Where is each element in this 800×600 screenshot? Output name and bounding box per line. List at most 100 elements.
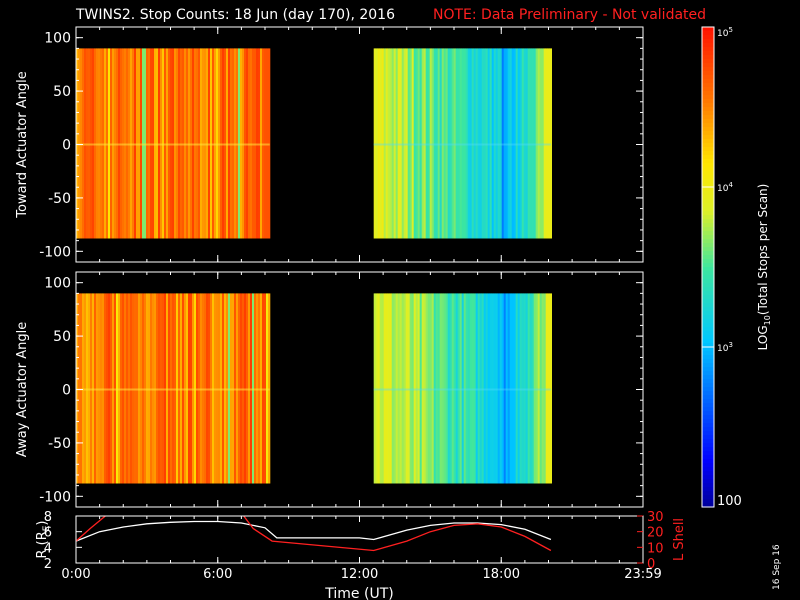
toward-stripe	[78, 48, 81, 239]
toward-stripe	[415, 48, 418, 239]
away-stripe	[501, 293, 504, 484]
away-stripe	[228, 293, 231, 484]
away-stripe	[204, 293, 207, 484]
away-stripe	[136, 293, 139, 484]
away-stripe	[495, 293, 498, 484]
away-stripe	[168, 293, 171, 484]
colorbar-cell	[702, 47, 714, 52]
toward-stripe	[413, 48, 416, 239]
toward-stripe	[156, 48, 159, 239]
toward-stripe	[94, 48, 97, 239]
away-stripe	[499, 293, 502, 484]
colorbar-cell	[702, 379, 714, 384]
toward-stripe	[421, 48, 424, 239]
colorbar-cell	[702, 235, 714, 240]
colorbar-cell	[702, 287, 714, 292]
toward-stripe	[505, 48, 508, 239]
away-ytick-label: 100	[44, 276, 71, 292]
orbit-xtick-label: 18:00	[483, 567, 520, 582]
orbit-ytick-right-label: 0	[647, 557, 655, 572]
colorbar-cell	[702, 407, 714, 412]
colorbar-cell	[702, 467, 714, 472]
colorbar-cell	[702, 383, 714, 388]
colorbar-cell	[702, 367, 714, 372]
toward-stripe	[499, 48, 502, 239]
away-stripe	[138, 293, 141, 484]
toward-stripe	[106, 48, 109, 239]
colorbar-cell	[702, 395, 714, 400]
toward-stripe	[172, 48, 175, 239]
orbit-xlabel: Time (UT)	[324, 586, 393, 600]
away-stripe	[82, 293, 85, 484]
toward-ylabel: Toward Actuator Angle	[15, 71, 30, 218]
away-stripe	[222, 293, 225, 484]
toward-stripe	[214, 48, 217, 239]
toward-stripe	[451, 48, 454, 239]
toward-stripe	[232, 48, 235, 239]
colorbar-cell	[702, 283, 714, 288]
away-stripe	[549, 293, 552, 484]
away-stripe	[373, 293, 376, 484]
away-stripe	[521, 293, 524, 484]
colorbar-cell	[702, 155, 714, 160]
away-stripe	[160, 293, 163, 484]
away-stripe	[162, 293, 165, 484]
away-stripe	[196, 293, 199, 484]
toward-stripe	[373, 48, 376, 239]
toward-stripe	[138, 48, 141, 239]
colorbar-cell	[702, 215, 714, 220]
toward-stripe	[463, 48, 466, 239]
toward-stripe	[204, 48, 207, 239]
away-stripe	[533, 293, 536, 484]
away-stripe	[164, 293, 167, 484]
colorbar-cell	[702, 415, 714, 420]
away-stripe	[258, 293, 261, 484]
orbit-ylabel-left: R (RE)	[35, 520, 52, 558]
away-stripe	[389, 293, 392, 484]
toward-stripe	[224, 48, 227, 239]
title-note: NOTE: Data Preliminary - Not validated	[433, 7, 707, 23]
toward-stripe	[266, 48, 269, 239]
toward-zero-band	[373, 143, 551, 146]
away-data-segment	[76, 293, 271, 484]
toward-stripe	[485, 48, 488, 239]
away-stripe	[88, 293, 91, 484]
away-stripe	[381, 293, 384, 484]
away-ytick-label: -100	[39, 489, 71, 505]
colorbar-cell	[702, 167, 714, 172]
colorbar-tick-label: 104	[717, 181, 733, 194]
away-stripe	[114, 293, 117, 484]
toward-stripe	[419, 48, 422, 239]
toward-stripe	[513, 48, 516, 239]
away-stripe	[519, 293, 522, 484]
toward-stripe	[533, 48, 536, 239]
away-stripe	[152, 293, 155, 484]
toward-stripe	[401, 48, 404, 239]
toward-stripe	[467, 48, 470, 239]
toward-stripe	[381, 48, 384, 239]
colorbar-cell	[702, 199, 714, 204]
colorbar-cell	[702, 431, 714, 436]
colorbar-cell	[702, 123, 714, 128]
toward-stripe	[545, 48, 548, 239]
colorbar-cell	[702, 319, 714, 324]
away-stripe	[250, 293, 253, 484]
away-stripe	[485, 293, 488, 484]
away-stripe	[431, 293, 434, 484]
toward-ytick-label: -50	[48, 191, 71, 207]
toward-stripe	[549, 48, 552, 239]
toward-ytick-label: -100	[39, 244, 71, 260]
colorbar-cell	[702, 211, 714, 216]
toward-stripe	[379, 48, 382, 239]
toward-stripe	[489, 48, 492, 239]
away-stripe	[112, 293, 115, 484]
away-stripe	[144, 293, 147, 484]
colorbar-tick-label: 100	[717, 494, 742, 509]
toward-stripe	[162, 48, 165, 239]
toward-stripe	[160, 48, 163, 239]
away-stripe	[529, 293, 532, 484]
colorbar-cell	[702, 291, 714, 296]
away-stripe	[433, 293, 436, 484]
away-stripe	[513, 293, 516, 484]
orbit-ylabel-left-sub: E	[42, 525, 52, 531]
